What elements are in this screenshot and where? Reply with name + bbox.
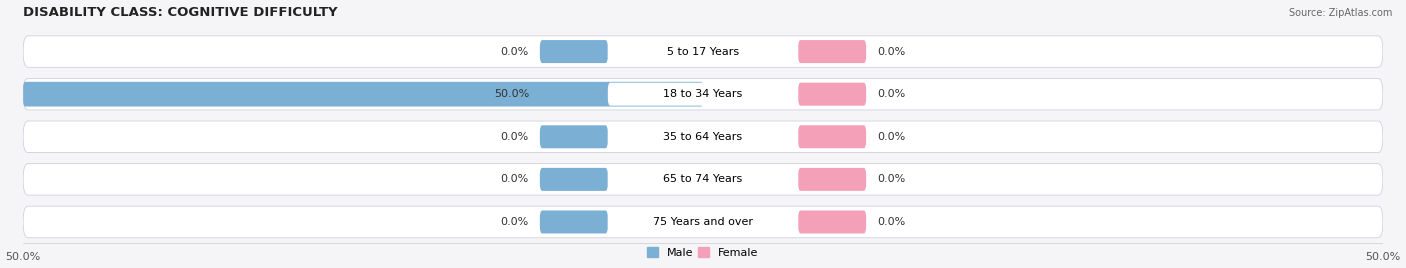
Legend: Male, Female: Male, Female — [643, 243, 763, 262]
FancyBboxPatch shape — [540, 83, 607, 106]
Text: 0.0%: 0.0% — [877, 132, 905, 142]
FancyBboxPatch shape — [22, 164, 1384, 195]
Text: 0.0%: 0.0% — [501, 47, 529, 57]
FancyBboxPatch shape — [22, 121, 1384, 152]
Text: 0.0%: 0.0% — [501, 174, 529, 184]
Text: 50.0%: 50.0% — [494, 89, 529, 99]
Text: Source: ZipAtlas.com: Source: ZipAtlas.com — [1288, 8, 1392, 18]
FancyBboxPatch shape — [540, 125, 607, 148]
FancyBboxPatch shape — [540, 210, 607, 233]
Text: 0.0%: 0.0% — [501, 132, 529, 142]
FancyBboxPatch shape — [540, 40, 607, 63]
FancyBboxPatch shape — [607, 83, 799, 106]
FancyBboxPatch shape — [607, 168, 799, 191]
FancyBboxPatch shape — [22, 82, 703, 107]
FancyBboxPatch shape — [22, 206, 1384, 238]
FancyBboxPatch shape — [799, 40, 866, 63]
Text: 0.0%: 0.0% — [877, 174, 905, 184]
Text: 75 Years and over: 75 Years and over — [652, 217, 754, 227]
FancyBboxPatch shape — [22, 79, 1384, 110]
Text: DISABILITY CLASS: COGNITIVE DIFFICULTY: DISABILITY CLASS: COGNITIVE DIFFICULTY — [22, 6, 337, 18]
Text: 18 to 34 Years: 18 to 34 Years — [664, 89, 742, 99]
FancyBboxPatch shape — [607, 125, 799, 148]
FancyBboxPatch shape — [799, 210, 866, 233]
Text: 35 to 64 Years: 35 to 64 Years — [664, 132, 742, 142]
Text: 0.0%: 0.0% — [877, 47, 905, 57]
Text: 0.0%: 0.0% — [877, 89, 905, 99]
FancyBboxPatch shape — [607, 210, 799, 233]
Text: 65 to 74 Years: 65 to 74 Years — [664, 174, 742, 184]
FancyBboxPatch shape — [799, 125, 866, 148]
FancyBboxPatch shape — [799, 168, 866, 191]
FancyBboxPatch shape — [799, 83, 866, 106]
FancyBboxPatch shape — [22, 36, 1384, 67]
Text: 0.0%: 0.0% — [877, 217, 905, 227]
FancyBboxPatch shape — [540, 168, 607, 191]
FancyBboxPatch shape — [607, 40, 799, 63]
Text: 0.0%: 0.0% — [501, 217, 529, 227]
Text: 5 to 17 Years: 5 to 17 Years — [666, 47, 740, 57]
